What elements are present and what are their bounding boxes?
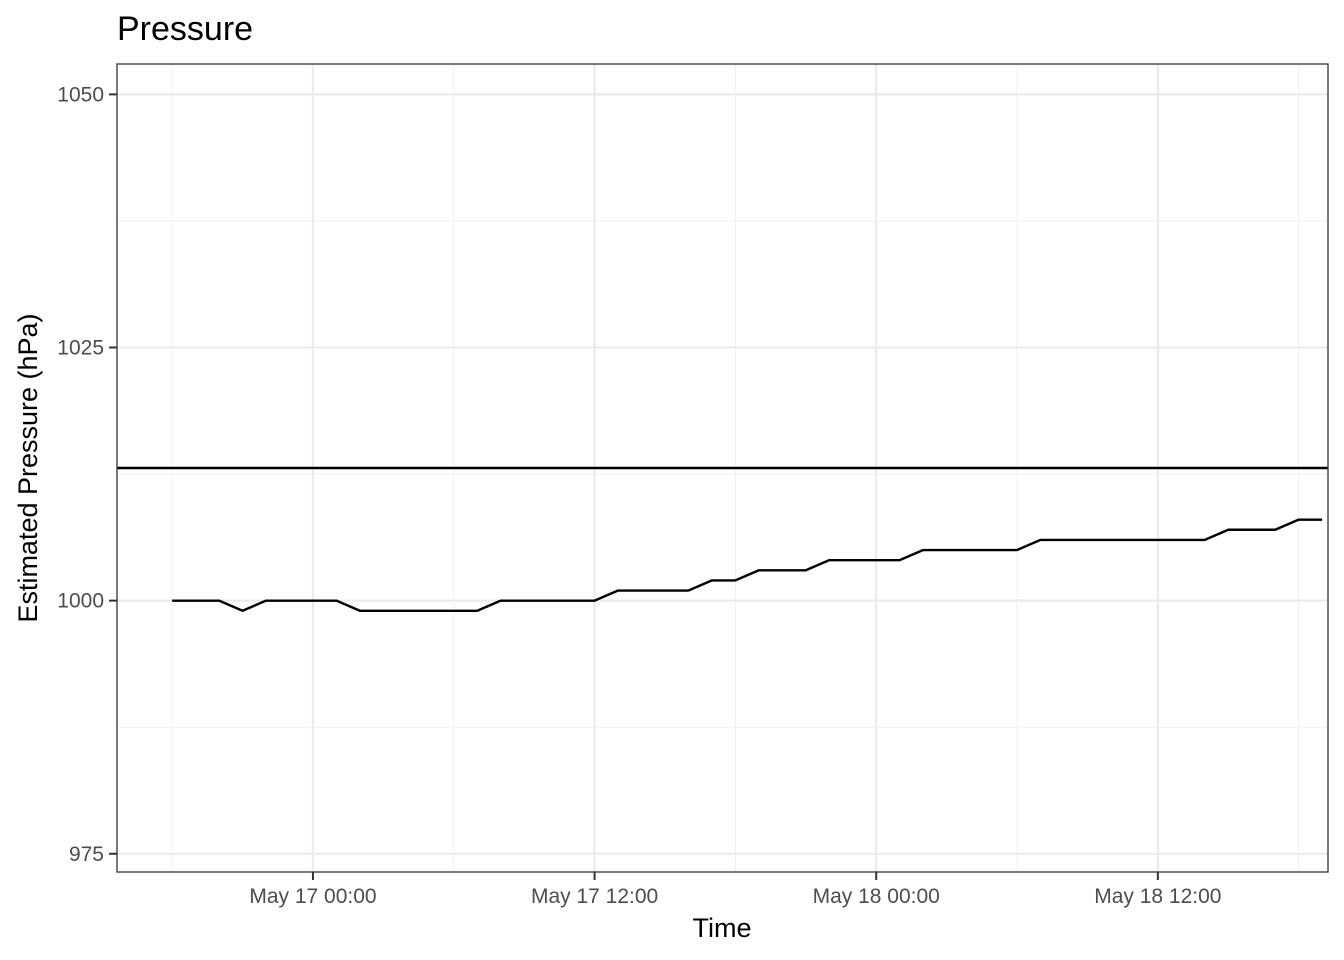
- x-tick-label: May 18 00:00: [813, 885, 940, 908]
- x-axis-title: Time: [693, 913, 752, 943]
- y-tick-label: 1050: [57, 83, 104, 106]
- y-axis: 975 1000 1025 1050: [57, 83, 117, 866]
- chart-title: Pressure: [117, 10, 253, 48]
- pressure-series-line: [172, 518, 1323, 612]
- x-tick-label: May 18 12:00: [1094, 885, 1221, 908]
- x-tick-label: May 17 00:00: [249, 885, 376, 908]
- x-tick-label: May 17 12:00: [531, 885, 658, 908]
- plot-panel: [116, 63, 1329, 873]
- y-tick-label: 975: [69, 843, 104, 866]
- x-axis: May 17 00:00 May 17 12:00 May 18 00:00 May …: [249, 872, 1221, 908]
- y-tick-label: 1025: [57, 337, 104, 360]
- y-tick-label: 1000: [57, 590, 104, 613]
- y-axis-title: Estimated Pressure (hPa): [13, 313, 43, 622]
